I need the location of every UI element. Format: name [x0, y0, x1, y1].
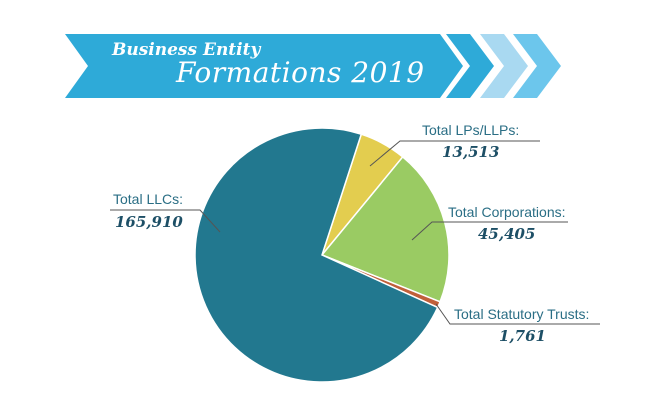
- leader-llc: [110, 209, 221, 233]
- label-corp: Total Corporations:: [448, 204, 566, 220]
- value-lps: 13,513: [442, 143, 500, 161]
- pie-slice-total-llcs: [194, 127, 439, 383]
- banner-line2: Formations 2019: [176, 56, 425, 89]
- banner: [65, 34, 561, 98]
- banner-line1: Business Entity: [112, 40, 261, 60]
- leader-corp: [411, 221, 568, 241]
- chevron-3-icon: [513, 34, 561, 98]
- pie-slice-total-corporations: [320, 155, 450, 303]
- value-corp: 45,405: [478, 225, 536, 243]
- leader-trusts: [435, 303, 600, 325]
- chevron-1-icon: [446, 34, 494, 98]
- label-lps: Total LPs/LLPs:: [422, 122, 520, 138]
- value-trusts: 1,761: [499, 327, 546, 345]
- chevron-2-icon: [480, 34, 528, 98]
- leader-lines: [110, 140, 600, 325]
- value-llc: 165,910: [115, 213, 183, 231]
- banner-arrow: [65, 34, 463, 98]
- pie: [194, 127, 450, 383]
- leader-lps: [369, 140, 540, 167]
- label-llc: Total LLCs:: [113, 191, 184, 207]
- label-trusts: Total Statutory Trusts:: [454, 306, 590, 322]
